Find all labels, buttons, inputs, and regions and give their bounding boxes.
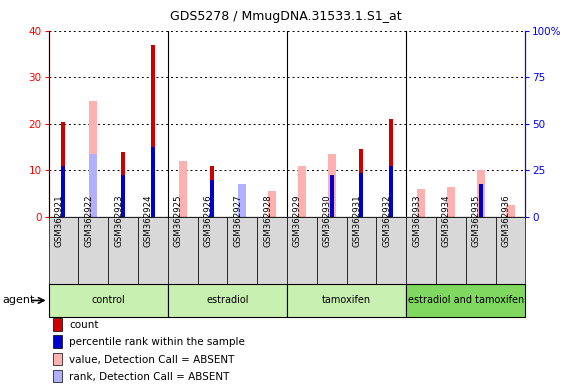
Bar (287, 217, 317, 284)
Text: GSM362936: GSM362936 (501, 194, 510, 247)
Text: GSM362930: GSM362930 (323, 194, 332, 247)
Bar (89, 154, 97, 217)
Bar (238, 184, 246, 217)
Bar (62, 121, 66, 217)
Bar (210, 166, 215, 217)
Text: GSM362928: GSM362928 (263, 194, 272, 247)
Text: GSM362927: GSM362927 (233, 194, 242, 247)
Bar (477, 170, 485, 217)
Bar (138, 217, 168, 284)
Bar (287, 284, 406, 317)
Text: GSM362932: GSM362932 (382, 194, 391, 247)
Bar (179, 161, 187, 217)
Text: GSM362926: GSM362926 (203, 194, 212, 247)
Text: GSM362933: GSM362933 (412, 194, 421, 247)
Bar (329, 175, 333, 217)
Bar (347, 217, 376, 284)
Bar (496, 217, 525, 284)
Bar (257, 217, 287, 284)
Bar (210, 180, 215, 217)
Text: agent: agent (3, 295, 35, 306)
Bar (53, 336, 62, 348)
Bar (417, 189, 425, 217)
Bar (198, 217, 227, 284)
Bar (359, 173, 364, 217)
Bar (168, 284, 287, 317)
Text: GSM362924: GSM362924 (144, 194, 153, 247)
Bar (297, 166, 306, 217)
Bar (89, 101, 97, 217)
Text: rank, Detection Call = ABSENT: rank, Detection Call = ABSENT (69, 372, 230, 382)
Text: GSM362921: GSM362921 (54, 194, 63, 247)
Bar (108, 217, 138, 284)
Text: GSM362935: GSM362935 (472, 194, 481, 247)
Text: GSM362922: GSM362922 (85, 194, 93, 247)
Bar (121, 152, 125, 217)
Bar (447, 187, 455, 217)
Bar (376, 217, 406, 284)
Bar (227, 217, 257, 284)
Text: tamoxifen: tamoxifen (322, 295, 371, 306)
Text: GSM362929: GSM362929 (293, 194, 302, 247)
Bar (478, 184, 482, 217)
Bar (53, 370, 62, 382)
Bar (151, 147, 155, 217)
Bar (406, 284, 525, 317)
Bar (466, 217, 496, 284)
Bar (53, 353, 62, 365)
Text: control: control (91, 295, 125, 306)
Text: GSM362931: GSM362931 (352, 194, 361, 247)
Bar (389, 166, 393, 217)
Bar (317, 217, 347, 284)
Bar (359, 149, 364, 217)
Bar (389, 119, 393, 217)
Bar (151, 45, 155, 217)
Text: GDS5278 / MmugDNA.31533.1.S1_at: GDS5278 / MmugDNA.31533.1.S1_at (170, 10, 401, 23)
Bar (121, 175, 125, 217)
Bar (506, 205, 514, 217)
Text: count: count (69, 320, 99, 330)
Text: value, Detection Call = ABSENT: value, Detection Call = ABSENT (69, 355, 235, 365)
Bar (328, 154, 336, 217)
Bar (49, 217, 78, 284)
Bar (62, 166, 66, 217)
Text: GSM362923: GSM362923 (114, 194, 123, 247)
Text: percentile rank within the sample: percentile rank within the sample (69, 338, 245, 348)
Bar (53, 318, 62, 331)
Bar (406, 217, 436, 284)
Bar (78, 217, 108, 284)
Text: estradiol and tamoxifen: estradiol and tamoxifen (408, 295, 524, 306)
Bar (168, 217, 198, 284)
Bar (49, 284, 168, 317)
Bar (238, 184, 246, 217)
Text: GSM362934: GSM362934 (442, 194, 451, 247)
Bar (436, 217, 466, 284)
Text: GSM362925: GSM362925 (174, 194, 183, 247)
Text: estradiol: estradiol (206, 295, 248, 306)
Bar (268, 191, 276, 217)
